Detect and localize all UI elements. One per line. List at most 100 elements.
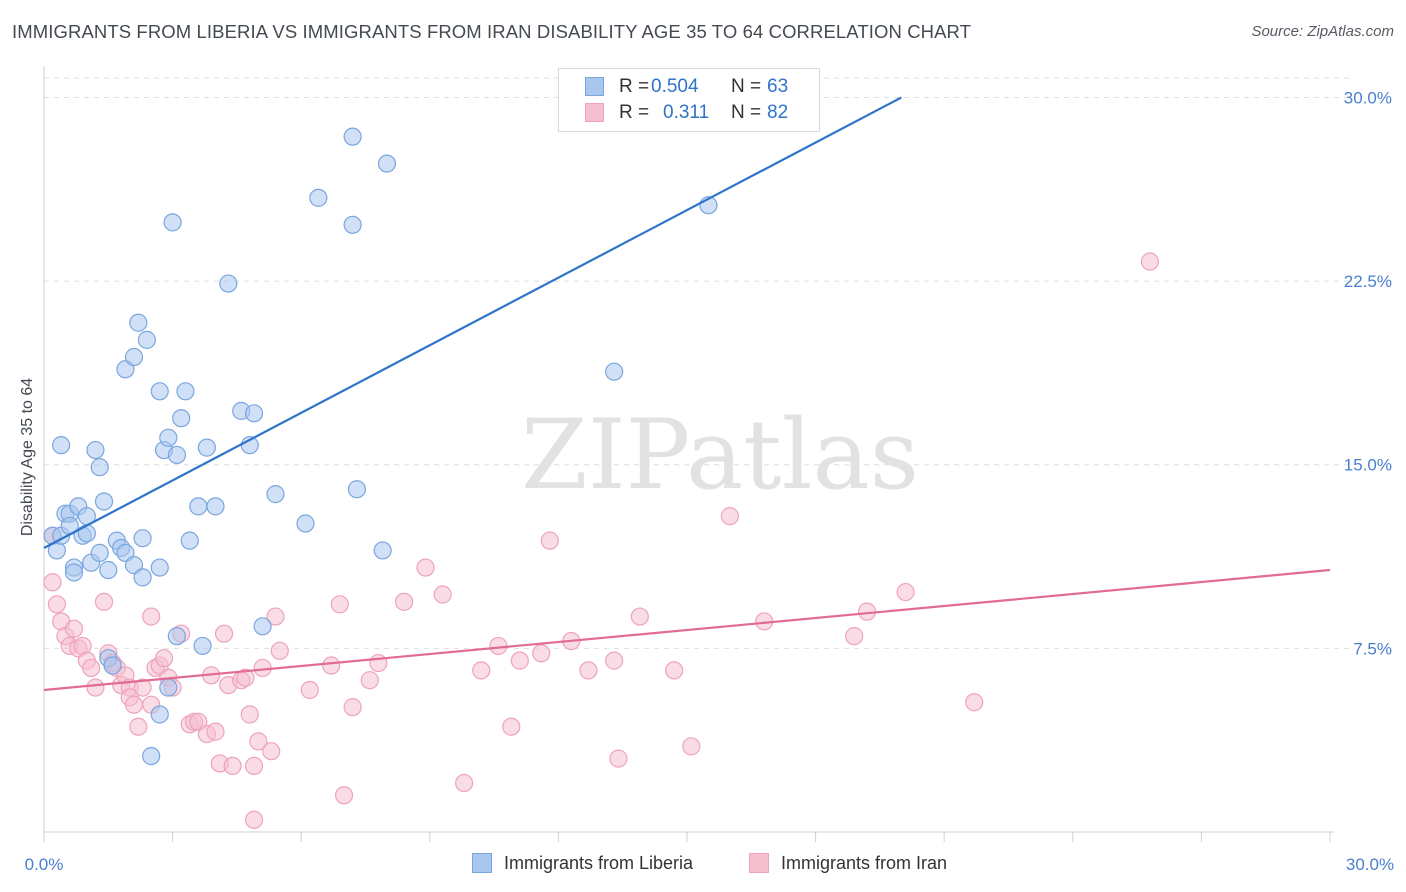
liberia-point [253,617,272,636]
iran-point [369,653,388,673]
liberia-point [309,188,328,207]
iran-point [142,607,161,626]
iran-point [609,749,628,768]
iran-point [433,585,452,604]
legend-label-iran: Immigrants from Iran [781,853,948,873]
n-label: N = [731,102,762,123]
liberia-point [172,409,191,428]
liberia-point [94,492,114,511]
iran-point [86,678,105,697]
iran-point [154,649,174,668]
iran-point [682,737,701,756]
iran-point [720,507,739,526]
x-tick-label-max: 30.0% [1346,855,1394,874]
y-tick-label: 7.5% [1353,639,1392,658]
iran-point [416,558,435,577]
iran-point [343,698,362,717]
liberia-point [347,480,367,499]
iran-point [270,641,289,660]
liberia-point [197,438,216,457]
correlation-legend: R = 0.504 N = 63 R = 0.311 N = 82 [558,68,820,132]
liberia-point [266,485,285,504]
iran-point [206,722,225,741]
liberia-point [163,213,182,232]
liberia-point [219,274,238,293]
iran-point [300,680,319,700]
iran-point [266,607,285,626]
chart-title: IMMIGRANTS FROM LIBERIA VS IMMIGRANTS FR… [12,21,972,42]
iran-point [82,658,101,678]
iran-point [64,619,84,638]
iran-point [394,592,414,611]
liberia-point [343,127,362,146]
y-tick-label: 22.5% [1344,272,1392,291]
n-value: 63 [767,76,789,97]
liberia-point [343,215,362,234]
iran-point [244,810,264,829]
iran-point [236,668,255,687]
r-value: 0.504 [651,76,699,97]
watermark: ZIPatlas [521,399,919,511]
iran-point [262,742,281,761]
liberia-point [133,568,152,587]
n-label: N = [731,76,762,97]
iran-point [845,627,864,646]
iran-point [579,661,598,680]
liberia-point [176,382,195,401]
iran-swatch [749,853,769,873]
y-axis-label: Disability Age 35 to 64 [19,378,36,536]
iran-point [454,773,474,793]
liberia-point [150,382,169,401]
liberia-point [189,497,208,516]
liberia-point [99,560,118,580]
liberia-point [124,347,144,367]
r-value: 0.311 [663,102,710,123]
grid-layer [44,77,1350,649]
iran-point [133,678,152,697]
iran-point [510,651,529,670]
liberia-point [159,678,178,697]
liberia-point [180,531,199,550]
liberia-point [133,529,152,548]
liberia-point [605,362,624,381]
liberia-point [142,746,161,766]
liberia-point [167,445,186,465]
liberia-point [244,404,264,423]
iran-point [124,695,144,714]
legend-row-liberia: R = 0.504 N = 63 [559,75,819,99]
liberia-point [193,636,212,656]
iran-point [360,671,379,690]
iran-point [129,717,148,736]
trend-layer [43,96,1331,692]
iran-trend-line [43,568,1331,692]
iran-point [94,592,114,611]
source-credit: Source: ZipAtlas.com [1251,23,1394,40]
iran-point [1140,252,1160,271]
legend-row-iran: R = 0.311 N = 82 [559,101,819,125]
iran-point [240,705,259,724]
liberia-point [377,154,397,173]
liberia-trend-line [43,96,902,549]
y-tick-label: 15.0% [1344,456,1392,475]
iran-point [965,693,984,712]
iran-swatch [585,103,604,122]
iran-point [472,661,491,680]
series-liberia-points [43,127,718,766]
liberia-point [296,514,315,533]
iran-point [214,624,234,643]
liberia-swatch [472,853,492,873]
liberia-point [150,558,169,577]
iran-point [249,732,268,751]
iran-point [532,644,551,663]
iran-point [47,595,66,614]
iran-point [244,756,264,775]
iran-point [665,661,684,680]
series-iran-points [43,252,1160,829]
liberia-point [167,627,186,646]
iran-point [334,786,354,805]
liberia-point [90,458,109,477]
legend-label-liberia: Immigrants from Liberia [504,853,694,873]
iran-point [502,717,521,736]
iran-point [223,756,242,775]
